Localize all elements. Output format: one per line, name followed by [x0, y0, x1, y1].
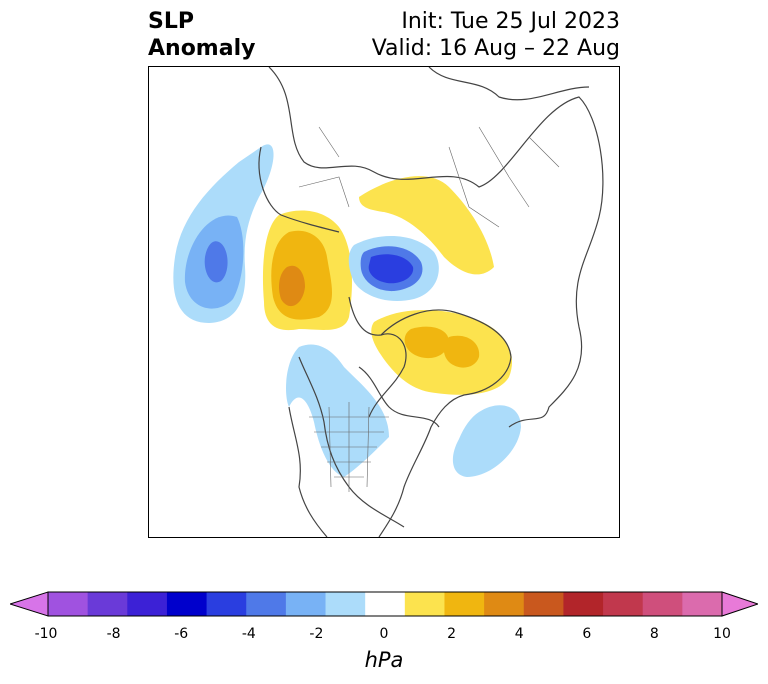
init-date: Init: Tue 25 Jul 2023	[401, 9, 620, 34]
title-line-anomaly: Anomaly	[148, 36, 256, 61]
anomaly-greenland-positive-mid	[404, 326, 449, 359]
colorbar-segment	[444, 592, 485, 616]
colorbar-tick-label: 8	[649, 626, 659, 642]
colorbar-segment	[206, 592, 247, 616]
anomaly-siberia-positive-core	[279, 265, 305, 307]
colorbar-extend-max	[721, 591, 758, 617]
valid-range: Valid: 16 Aug – 22 Aug	[371, 36, 620, 61]
anomaly-arctic-positive	[359, 176, 494, 275]
colorbar-segment	[166, 592, 208, 616]
map-panel	[148, 66, 620, 538]
title-right: Init: Tue 25 Jul 2023 Valid: 16 Aug – 22…	[372, 8, 620, 62]
political-borders	[298, 126, 560, 492]
colorbar-tick-label: 0	[379, 626, 389, 642]
colorbar-tick-label: 4	[514, 626, 524, 642]
colorbar-extend-min	[10, 591, 49, 617]
anomaly-arctic-negative-core	[368, 254, 414, 284]
colorbar-segment	[87, 592, 128, 616]
colorbar-tick-label: -10	[34, 626, 58, 642]
colorbar-tick-label: 2	[447, 626, 457, 642]
colorbar-segment	[642, 592, 683, 616]
colorbar-tick-label: 6	[582, 626, 592, 642]
colorbar	[10, 591, 758, 617]
anomaly-fields	[173, 144, 521, 477]
colorbar-segment	[404, 592, 445, 616]
anomaly-na-negative	[286, 344, 389, 477]
colorbar-segment	[563, 592, 604, 616]
colorbar-segment	[365, 592, 406, 616]
colorbar-segment	[603, 592, 644, 616]
coastlines	[258, 67, 604, 537]
colorbar-segment	[285, 592, 327, 616]
colorbar-segment	[484, 592, 525, 616]
colorbar-segment	[246, 592, 287, 616]
colorbar-unit-label: hPa	[364, 648, 404, 672]
colorbar-tick-label: -6	[174, 626, 189, 642]
title-left: SLP Anomaly	[148, 8, 255, 62]
colorbar-segment	[325, 592, 366, 616]
anomaly-map	[173, 67, 604, 537]
colorbar-segment	[682, 592, 723, 616]
colorbar-segment	[523, 592, 564, 616]
colorbar-tick-label: -8	[106, 626, 121, 642]
colorbar-outline	[47, 591, 723, 617]
colorbar-segment	[48, 592, 89, 616]
colorbar-tick-label: -4	[241, 626, 256, 642]
anomaly-greenland-positive-mid2	[443, 335, 480, 368]
colorbar-tick-label: -2	[309, 626, 324, 642]
anomaly-pacific-negative-core	[204, 241, 228, 283]
colorbar-segment	[127, 592, 168, 616]
anomaly-atlantic-negative	[452, 405, 521, 477]
title-line-slp: SLP	[148, 9, 194, 34]
colorbar-tick-label: 10	[713, 626, 731, 642]
